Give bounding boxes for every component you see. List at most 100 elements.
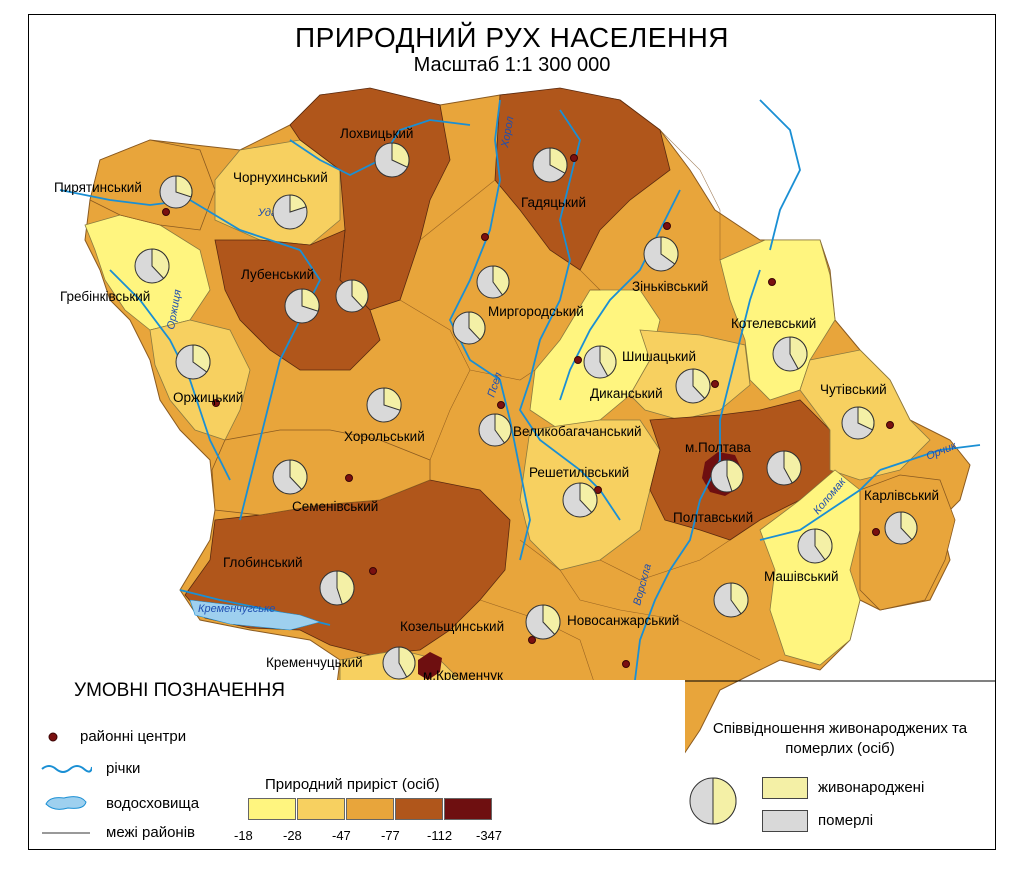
legend-item-label: районні центри	[80, 728, 187, 745]
scale-tick: -28	[283, 828, 302, 843]
legend-item: водосховища	[40, 792, 199, 814]
district-label: Глобинський	[223, 555, 303, 570]
scale-tick: -112	[427, 828, 453, 843]
ratio-pie	[797, 528, 833, 564]
ratio-pie	[478, 413, 512, 447]
ratio-pie	[382, 646, 416, 680]
district-label: Чутівський	[820, 382, 887, 397]
pie-symbols	[134, 142, 918, 730]
district-center-icon	[48, 732, 58, 741]
deaths-swatch	[762, 810, 808, 832]
ratio-pie	[532, 147, 568, 183]
district-label: Карлівський	[864, 488, 939, 503]
scale-tick: -77	[381, 828, 400, 843]
ratio-pie	[452, 311, 486, 345]
deaths-label: померлі	[818, 812, 874, 829]
legend-item: районні центри	[40, 728, 186, 745]
scale-swatch	[248, 798, 296, 820]
ratio-pie	[841, 406, 875, 440]
ratio-pie	[562, 482, 598, 518]
legend-item-label: річки	[106, 760, 141, 777]
boundary-icon	[42, 832, 90, 833]
births-swatch	[762, 777, 808, 799]
legend-title: УМОВНІ ПОЗНАЧЕННЯ	[74, 680, 285, 701]
district-label: Решетилівський	[529, 465, 629, 480]
river-label: Хорол	[499, 115, 516, 149]
births-label: живонароджені	[818, 779, 925, 796]
ratio-pie	[159, 175, 193, 209]
district-centers	[162, 154, 894, 721]
district-boundaries	[399, 129, 761, 761]
scale-tick: -47	[332, 828, 351, 843]
district-pyriatyn	[89, 139, 216, 231]
ratio-pie	[284, 288, 320, 324]
ratio-pie	[272, 194, 308, 230]
legend: УМОВНІ ПОЗНАЧЕННЯ районні центри річки в…	[30, 680, 685, 848]
map-title: ПРИРОДНИЙ РУХ НАСЕЛЕННЯ	[294, 22, 730, 53]
ratio-pie	[884, 511, 918, 545]
ratio-pie	[766, 450, 802, 486]
map-scale: Масштаб 1:1 300 000	[413, 54, 611, 76]
district-poltava-rayon	[649, 399, 836, 541]
district-mashivka	[759, 469, 861, 666]
district-label: Оржицький	[173, 390, 243, 405]
scale-tick: -347	[476, 828, 503, 843]
district-label: Хорольський	[344, 429, 425, 444]
river-icon	[41, 764, 92, 773]
reservoir-kremenchuk	[189, 599, 322, 631]
district-label: Великобагачанський	[513, 424, 642, 439]
ratio-pie	[335, 279, 369, 313]
district-label: Чорнухинський	[233, 170, 328, 185]
scale-swatch	[297, 798, 345, 820]
scale-tick: -18	[234, 828, 253, 843]
ratio-pie	[643, 236, 679, 272]
scale-title: Природний приріст (осіб)	[265, 776, 440, 793]
district-label: Полтавський	[673, 510, 753, 525]
ratio-pie	[713, 582, 749, 618]
ratio-pie	[366, 387, 402, 423]
legend-item: річки	[40, 760, 140, 777]
district-label: Машівський	[764, 569, 839, 584]
district-label: Лохвицький	[340, 126, 413, 141]
district-label: Гребінківський	[60, 289, 150, 304]
district-label: м.Кременчук	[423, 668, 503, 683]
scale-swatch	[346, 798, 394, 820]
district-lokhvytsia	[289, 87, 451, 311]
reservoir-icon	[45, 796, 87, 810]
ratio-pie	[675, 368, 711, 404]
ratio-pie	[476, 265, 510, 299]
district-label: Семенівський	[292, 499, 378, 514]
ratio-title: Співвідношення живонароджених та померли…	[712, 720, 968, 757]
legend-item: межі районів	[40, 824, 195, 841]
legend-item-label: межі районів	[106, 824, 196, 841]
ratio-pie	[772, 336, 808, 372]
ratio-pie	[319, 570, 355, 606]
district-label: Новосанжарський	[567, 613, 679, 628]
reservoir-label: Кременчугське	[198, 603, 275, 615]
ratio-pie	[374, 142, 410, 178]
district-label: Кременчуцький	[266, 655, 363, 670]
scale-swatch	[395, 798, 443, 820]
ratio-pie	[134, 248, 170, 284]
district-label: Пирятинський	[54, 180, 142, 195]
district-label: Миргородський	[488, 304, 584, 319]
district-label: Лубенський	[241, 267, 314, 282]
district-label: Козельщинський	[400, 619, 504, 634]
ratio-pie	[710, 459, 744, 493]
ratio-pie	[175, 344, 211, 380]
legend-item-label: водосховища	[106, 794, 200, 812]
district-label: Шишацький	[622, 349, 696, 364]
district-label: Котелевський	[731, 316, 816, 331]
district-label: Зіньківський	[632, 279, 708, 294]
ratio-pie	[525, 604, 561, 640]
district-hadiach	[494, 87, 671, 271]
ratio-pie	[583, 345, 617, 379]
district-semenivka	[211, 429, 431, 516]
district-label: Диканський	[590, 386, 663, 401]
district-label: Гадяцький	[521, 195, 586, 210]
ratio-pie-icon	[689, 777, 737, 825]
district-label: м.Полтава	[685, 440, 751, 455]
ratio-pie	[272, 459, 308, 495]
city-kremenchuk-area	[418, 652, 442, 680]
